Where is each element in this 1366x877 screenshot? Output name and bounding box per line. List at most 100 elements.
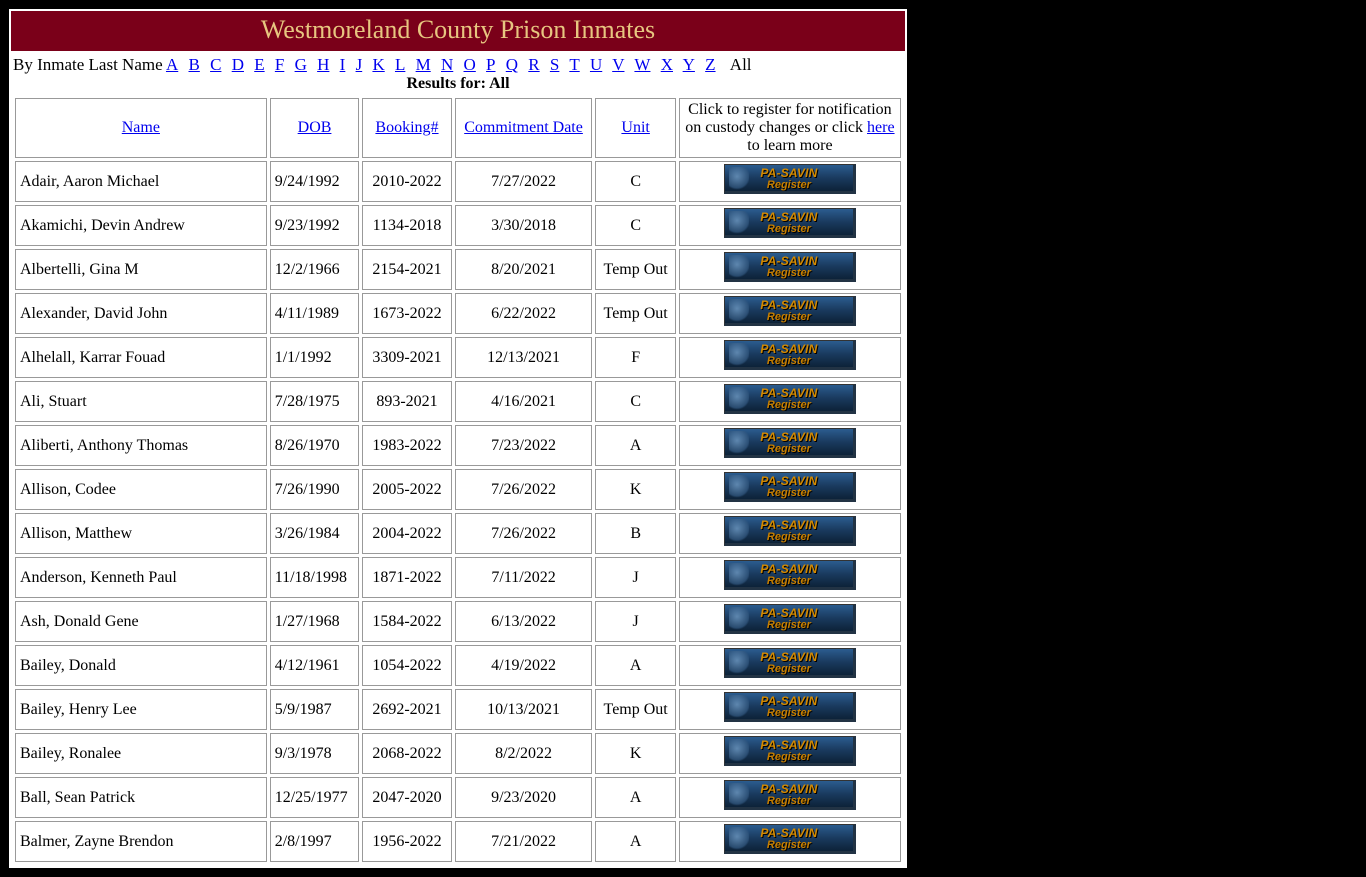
- pa-savin-register-button[interactable]: PA-SAVINRegister: [724, 340, 856, 370]
- cell-dob: 12/25/1977: [270, 777, 360, 818]
- pa-savin-label-1: PA-SAVIN: [725, 210, 853, 224]
- sort-dob-link[interactable]: DOB: [298, 119, 332, 136]
- cell-booking: 2004-2022: [362, 513, 451, 554]
- pa-savin-register-button[interactable]: PA-SAVINRegister: [724, 472, 856, 502]
- filter-letter-u[interactable]: U: [590, 55, 602, 74]
- filter-letter-o[interactable]: O: [464, 55, 476, 74]
- pa-savin-register-button[interactable]: PA-SAVINRegister: [724, 736, 856, 766]
- pa-savin-label-1: PA-SAVIN: [725, 298, 853, 312]
- filter-letter-p[interactable]: P: [486, 55, 495, 74]
- cell-name: Allison, Matthew: [15, 513, 267, 554]
- filter-letter-m[interactable]: M: [416, 55, 431, 74]
- cell-unit: Temp Out: [595, 293, 675, 334]
- filter-letter-b[interactable]: B: [189, 55, 200, 74]
- cell-register: PA-SAVINRegister: [679, 469, 901, 510]
- sort-name-link[interactable]: Name: [122, 119, 160, 136]
- cell-unit: C: [595, 205, 675, 246]
- pa-savin-register-button[interactable]: PA-SAVINRegister: [724, 824, 856, 854]
- cell-name: Allison, Codee: [15, 469, 267, 510]
- cell-dob: 8/26/1970: [270, 425, 360, 466]
- cell-dob: 4/11/1989: [270, 293, 360, 334]
- cell-register: PA-SAVINRegister: [679, 161, 901, 202]
- pa-savin-label-2: Register: [725, 179, 853, 191]
- table-row: Bailey, Donald4/12/19611054-20224/19/202…: [15, 645, 901, 686]
- cell-dob: 7/26/1990: [270, 469, 360, 510]
- cell-commitment: 10/13/2021: [455, 689, 593, 730]
- pa-savin-register-button[interactable]: PA-SAVINRegister: [724, 780, 856, 810]
- pa-savin-register-button[interactable]: PA-SAVINRegister: [724, 428, 856, 458]
- cell-register: PA-SAVINRegister: [679, 513, 901, 554]
- pa-savin-register-button[interactable]: PA-SAVINRegister: [724, 692, 856, 722]
- cell-name: Ali, Stuart: [15, 381, 267, 422]
- table-row: Ali, Stuart7/28/1975893-20214/16/2021CPA…: [15, 381, 901, 422]
- cell-name: Alhelall, Karrar Fouad: [15, 337, 267, 378]
- filter-letter-g[interactable]: G: [295, 55, 307, 74]
- table-row: Akamichi, Devin Andrew9/23/19921134-2018…: [15, 205, 901, 246]
- cell-name: Anderson, Kenneth Paul: [15, 557, 267, 598]
- cell-register: PA-SAVINRegister: [679, 205, 901, 246]
- sort-unit-link[interactable]: Unit: [621, 119, 649, 136]
- pa-savin-register-button[interactable]: PA-SAVINRegister: [724, 604, 856, 634]
- filter-letter-w[interactable]: W: [634, 55, 650, 74]
- filter-letter-z[interactable]: Z: [705, 55, 715, 74]
- table-row: Alhelall, Karrar Fouad1/1/19923309-20211…: [15, 337, 901, 378]
- filter-letter-k[interactable]: K: [372, 55, 384, 74]
- cell-name: Albertelli, Gina M: [15, 249, 267, 290]
- alpha-filter-row: By Inmate Last Name A B C D E F G H I J …: [9, 53, 907, 95]
- table-row: Adair, Aaron Michael9/24/19922010-20227/…: [15, 161, 901, 202]
- filter-letter-i[interactable]: I: [340, 55, 346, 74]
- filter-letter-n[interactable]: N: [441, 55, 453, 74]
- cell-commitment: 8/20/2021: [455, 249, 593, 290]
- pa-savin-register-button[interactable]: PA-SAVINRegister: [724, 516, 856, 546]
- pa-savin-label-2: Register: [725, 399, 853, 411]
- filter-letter-q[interactable]: Q: [506, 55, 518, 74]
- cell-booking: 1584-2022: [362, 601, 451, 642]
- pa-savin-register-button[interactable]: PA-SAVINRegister: [724, 648, 856, 678]
- pa-savin-register-button[interactable]: PA-SAVINRegister: [724, 164, 856, 194]
- filter-letter-y[interactable]: Y: [683, 55, 695, 74]
- table-row: Anderson, Kenneth Paul11/18/19981871-202…: [15, 557, 901, 598]
- pa-savin-label-2: Register: [725, 619, 853, 631]
- filter-letter-j[interactable]: J: [356, 55, 363, 74]
- pa-savin-label-1: PA-SAVIN: [725, 342, 853, 356]
- sort-commitment-link[interactable]: Commitment Date: [464, 119, 583, 136]
- filter-letter-l[interactable]: L: [395, 55, 405, 74]
- filter-letter-f[interactable]: F: [275, 55, 284, 74]
- pa-savin-register-button[interactable]: PA-SAVINRegister: [724, 560, 856, 590]
- cell-register: PA-SAVINRegister: [679, 381, 901, 422]
- filter-letter-t[interactable]: T: [569, 55, 579, 74]
- cell-commitment: 7/26/2022: [455, 469, 593, 510]
- cell-commitment: 6/22/2022: [455, 293, 593, 334]
- filter-letter-s[interactable]: S: [550, 55, 559, 74]
- filter-letter-h[interactable]: H: [317, 55, 329, 74]
- pa-savin-register-button[interactable]: PA-SAVINRegister: [724, 252, 856, 282]
- cell-booking: 1956-2022: [362, 821, 451, 862]
- filter-letter-a[interactable]: A: [166, 55, 178, 74]
- cell-unit: J: [595, 601, 675, 642]
- pa-savin-label-2: Register: [725, 839, 853, 851]
- filter-letter-c[interactable]: C: [210, 55, 221, 74]
- cell-booking: 2010-2022: [362, 161, 451, 202]
- cell-register: PA-SAVINRegister: [679, 557, 901, 598]
- filter-letter-x[interactable]: X: [661, 55, 673, 74]
- cell-unit: F: [595, 337, 675, 378]
- register-learn-more-link[interactable]: here: [867, 119, 895, 136]
- cell-unit: A: [595, 645, 675, 686]
- cell-booking: 2154-2021: [362, 249, 451, 290]
- filter-letter-d[interactable]: D: [232, 55, 244, 74]
- register-note: Click to register for notification on cu…: [679, 98, 901, 158]
- pa-savin-label-1: PA-SAVIN: [725, 826, 853, 840]
- filter-letter-e[interactable]: E: [254, 55, 264, 74]
- cell-unit: Temp Out: [595, 689, 675, 730]
- pa-savin-register-button[interactable]: PA-SAVINRegister: [724, 296, 856, 326]
- pa-savin-label-1: PA-SAVIN: [725, 518, 853, 532]
- cell-booking: 1871-2022: [362, 557, 451, 598]
- sort-booking-link[interactable]: Booking#: [375, 119, 438, 136]
- pa-savin-label-2: Register: [725, 267, 853, 279]
- cell-name: Aliberti, Anthony Thomas: [15, 425, 267, 466]
- pa-savin-register-button[interactable]: PA-SAVINRegister: [724, 384, 856, 414]
- filter-all-label: All: [730, 55, 752, 74]
- pa-savin-register-button[interactable]: PA-SAVINRegister: [724, 208, 856, 238]
- filter-letter-v[interactable]: V: [612, 55, 624, 74]
- filter-letter-r[interactable]: R: [528, 55, 539, 74]
